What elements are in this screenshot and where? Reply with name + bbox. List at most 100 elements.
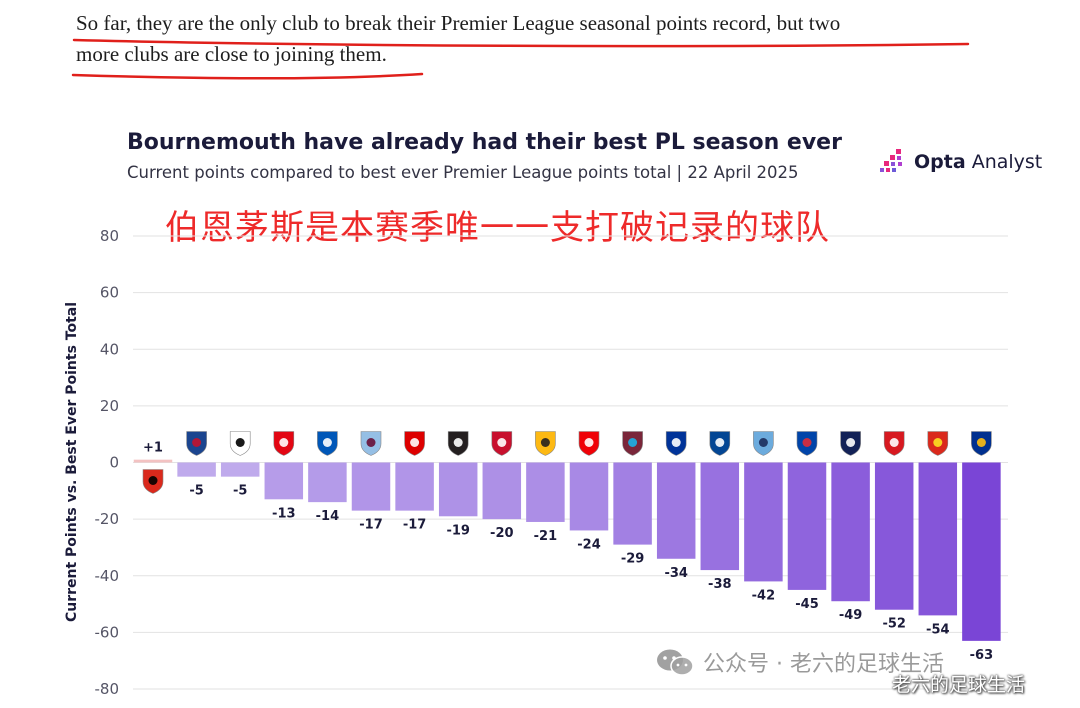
- crest-emblem: [584, 438, 594, 447]
- bar: [395, 462, 434, 511]
- bar-value-label: -5: [233, 484, 247, 499]
- bar-value-label: -52: [882, 617, 906, 632]
- crest-emblem: [846, 438, 856, 447]
- club-crest-icon: [753, 431, 774, 456]
- bar-value-label: -21: [534, 529, 558, 544]
- brand-bold: Opta: [914, 151, 966, 173]
- crest-emblem: [279, 438, 289, 447]
- club-crest-icon: [142, 469, 164, 494]
- club-crest-icon: [317, 431, 338, 456]
- bar-value-label: -29: [621, 552, 645, 567]
- bar: [874, 462, 914, 610]
- club-crest-icon: [360, 431, 382, 456]
- bar-value-label: +1: [143, 441, 163, 456]
- y-tick-label: 0: [109, 454, 119, 472]
- bar: [264, 462, 304, 500]
- club-crest-icon: [491, 431, 513, 456]
- club-crest-icon: [665, 431, 687, 456]
- y-tick-label: -60: [95, 623, 120, 641]
- bar: [351, 462, 391, 511]
- club-crest-icon: [883, 431, 905, 456]
- bar-value-label: -54: [926, 622, 950, 637]
- y-tick-label: 60: [100, 284, 119, 302]
- club-crest-icon: [447, 431, 469, 456]
- crest-emblem: [497, 438, 507, 447]
- crest-emblem: [715, 438, 725, 447]
- club-crest-icon: [622, 431, 643, 456]
- crest-emblem: [758, 438, 768, 447]
- brand-rest: Analyst: [971, 151, 1043, 173]
- crest-emblem: [453, 438, 463, 447]
- bar-value-label: -34: [664, 566, 688, 581]
- crest-emblem: [889, 438, 899, 447]
- bar-value-label: -42: [752, 588, 776, 603]
- y-tick-label: 40: [100, 340, 119, 358]
- crest-emblem: [192, 438, 202, 447]
- club-crest-icon: [273, 431, 295, 456]
- crest-emblem: [628, 438, 638, 447]
- bar: [438, 462, 478, 517]
- bar: [656, 462, 696, 559]
- club-crest-icon: [927, 431, 949, 456]
- club-crest-icon: [578, 431, 600, 456]
- bar-value-label: -5: [189, 484, 203, 499]
- bar: [700, 462, 740, 571]
- bar: [787, 462, 827, 590]
- bar: [918, 462, 958, 616]
- crest-emblem: [933, 438, 943, 447]
- bar: [308, 462, 347, 503]
- club-crest-icon: [796, 431, 818, 456]
- bar-value-label: -63: [970, 648, 994, 663]
- bar-value-label: -38: [708, 577, 732, 592]
- bar-value-label: -17: [359, 518, 383, 533]
- bar: [744, 462, 783, 582]
- bar-value-label: -49: [839, 608, 863, 623]
- bar: [482, 462, 522, 520]
- bar: [133, 459, 173, 463]
- bar-value-label: -19: [446, 523, 470, 538]
- bar-value-label: -17: [403, 518, 427, 533]
- bar-value-label: -14: [316, 509, 340, 524]
- bar: [831, 462, 870, 602]
- club-crest-icon: [186, 431, 207, 456]
- watermark-text: 公众号 · 老六的足球生活: [703, 652, 944, 677]
- bar: [177, 462, 216, 477]
- y-tick-label: -80: [95, 680, 120, 698]
- chart-title: Bournemouth have already had their best …: [127, 130, 842, 155]
- crest-emblem: [671, 438, 681, 447]
- crest-emblem: [802, 438, 812, 447]
- bar: [220, 462, 260, 477]
- club-crest-icon: [709, 431, 731, 456]
- crest-emblem: [410, 438, 420, 447]
- bar-value-label: -13: [272, 506, 296, 521]
- club-crest-icon: [840, 431, 861, 456]
- crest-emblem: [322, 438, 332, 447]
- opta-dots-icon: [880, 149, 902, 172]
- intro-line-1: So far, they are the only club to break …: [76, 11, 841, 35]
- crest-emblem: [366, 438, 376, 447]
- opta-analyst-logo: Opta Analyst: [880, 148, 1042, 176]
- corner-watermark: 老六的足球生活: [892, 674, 1026, 696]
- bar: [569, 462, 609, 531]
- bar: [526, 462, 565, 522]
- y-tick-label: -20: [95, 510, 120, 528]
- bar-value-label: -45: [795, 597, 819, 612]
- bar: [962, 462, 1001, 641]
- chart-subtitle: Current points compared to best ever Pre…: [127, 163, 799, 182]
- crest-emblem: [976, 438, 986, 447]
- wechat-watermark: 公众号 · 老六的足球生活: [655, 646, 944, 678]
- y-tick-label: 80: [100, 227, 119, 245]
- bar: [613, 462, 652, 545]
- y-tick-label: 20: [100, 397, 119, 415]
- bar-value-label: -24: [577, 537, 601, 552]
- crest-emblem: [235, 438, 245, 447]
- club-crest-icon: [404, 431, 425, 456]
- bar-value-label: -20: [490, 526, 514, 541]
- wechat-icon: [657, 649, 694, 676]
- club-crests: [142, 431, 992, 494]
- chinese-overlay-caption: 伯恩茅斯是本赛季唯一一支打破记录的球队: [165, 208, 830, 248]
- crest-emblem: [148, 476, 158, 485]
- brand-name: Opta Analyst: [914, 151, 1042, 173]
- y-tick-labels: 80 60 40 20 0 -20 -40 -60 -80: [95, 227, 120, 698]
